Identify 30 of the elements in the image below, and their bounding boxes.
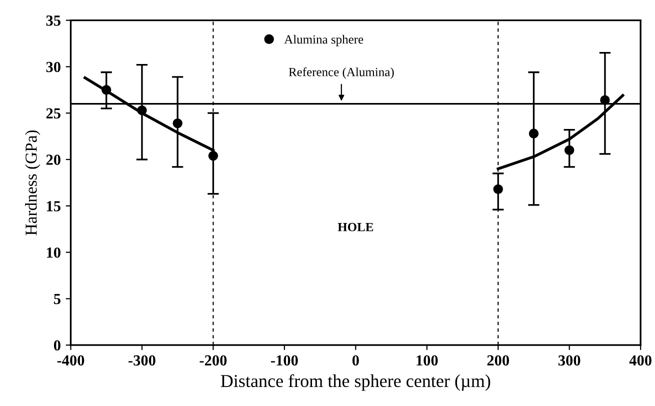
point xyxy=(101,85,112,95)
x-tick-label: -200 xyxy=(200,355,227,366)
point xyxy=(137,105,147,116)
x-axis-title: Distance from the sphere center (µm) xyxy=(220,374,490,391)
y-tick-label: 15 xyxy=(46,201,60,212)
x-tick-label: 400 xyxy=(629,355,652,366)
point xyxy=(564,145,574,156)
y-axis-title: Hardness (GPa) xyxy=(25,130,40,236)
x-tick-label: 100 xyxy=(416,355,438,366)
y-tick-label: 35 xyxy=(46,15,60,26)
y-tick-label: 25 xyxy=(46,108,60,119)
y-tick-label: 0 xyxy=(54,340,60,351)
point xyxy=(600,95,610,105)
x-tick-label: -300 xyxy=(128,355,156,366)
y-tick-label: 20 xyxy=(46,154,60,165)
x-tick-label: -100 xyxy=(270,355,298,366)
y-tick-label: 10 xyxy=(46,247,60,258)
legend-label: Alumina sphere xyxy=(284,34,364,46)
annotation: Reference (Alumina) xyxy=(288,67,394,79)
x-tick-label: 0 xyxy=(352,355,359,366)
y-tick-label: 5 xyxy=(54,294,60,304)
x-tick-label: -400 xyxy=(57,355,84,366)
x-tick-label: 300 xyxy=(558,355,580,366)
annotation: HOLE xyxy=(338,222,374,232)
x-tick-label: 200 xyxy=(487,355,510,366)
point xyxy=(172,118,182,128)
y-tick-label: 30 xyxy=(46,62,60,72)
point xyxy=(493,184,503,194)
point xyxy=(208,150,218,161)
point xyxy=(528,128,539,138)
